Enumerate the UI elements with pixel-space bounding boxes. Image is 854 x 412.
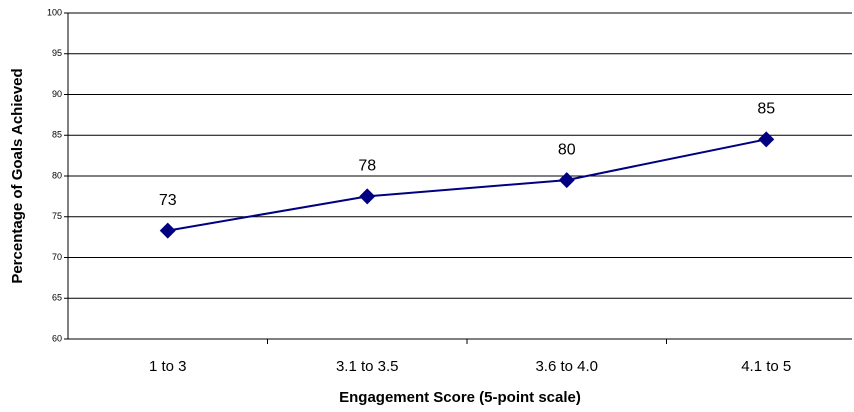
marker [359, 188, 376, 205]
y-axis-title: Percentage of Goals Achieved [9, 68, 26, 283]
value-label: 80 [558, 141, 576, 158]
value-label: 78 [358, 158, 376, 175]
line [167, 138, 767, 232]
y-tick-label: 100 [47, 7, 62, 17]
marker [159, 222, 176, 239]
x-tick-label: 3.6 to 4.0 [535, 358, 598, 375]
x-tick-label: 4.1 to 5 [741, 358, 791, 375]
marker [558, 172, 575, 189]
x-tick-label: 3.1 to 3.5 [336, 358, 399, 375]
x-axis-title: Engagement Score (5-point scale) [339, 389, 581, 406]
y-tick-label: 90 [52, 89, 62, 99]
y-tick-label: 95 [52, 48, 62, 58]
y-tick-label: 75 [52, 211, 62, 221]
y-tick-label: 70 [52, 252, 62, 262]
y-tick-label: 65 [52, 293, 62, 303]
y-tick-label: 85 [52, 130, 62, 140]
x-tick-label: 1 to 3 [149, 358, 187, 375]
value-label: 85 [757, 101, 775, 118]
y-tick-label: 80 [52, 170, 62, 180]
y-tick-label: 60 [52, 333, 62, 343]
marker [758, 131, 775, 148]
value-label: 73 [159, 192, 177, 209]
